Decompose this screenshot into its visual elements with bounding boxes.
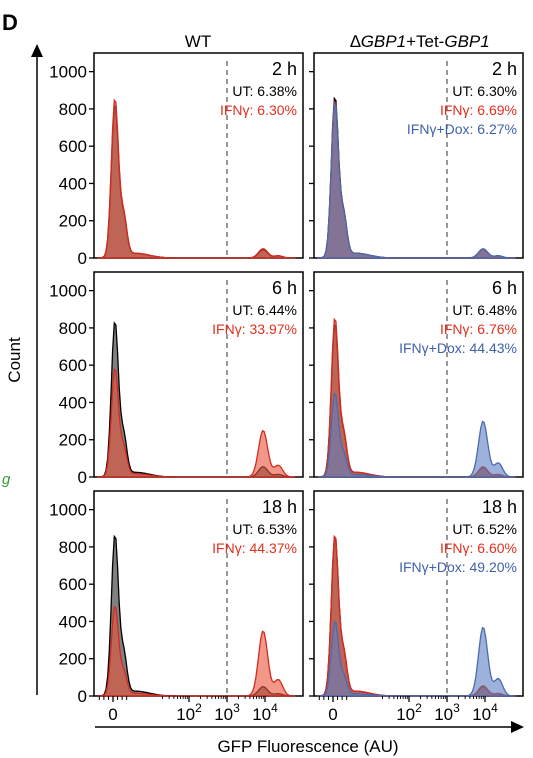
- histogram-panels: 2 h UT: 6.38% IFNγ: 6.30% 0 200 400 600 800 1000…: [49, 52, 524, 724]
- y-tick-label: 800: [59, 538, 87, 557]
- y-axis-label: Count: [5, 337, 24, 383]
- time-label: 6 h: [492, 278, 517, 298]
- column-title-wt: WT: [185, 32, 211, 51]
- panel-2h-col0: 2 h UT: 6.38% IFNγ: 6.30% 0 200 400 600 800 1000: [49, 52, 304, 268]
- x-tick-label: 103: [434, 701, 460, 724]
- histogram-ifn: [97, 605, 296, 697]
- y-tick-label: 400: [59, 612, 87, 631]
- column-title-part: +Tet-: [406, 32, 444, 51]
- y-tick-label: 800: [59, 100, 87, 119]
- y-tick-label: 600: [59, 356, 87, 375]
- y-tick-label: 200: [59, 650, 87, 669]
- percent-label-ifn: IFNγ: 6.76%: [440, 321, 517, 337]
- panel-letter: D: [2, 10, 18, 35]
- column-title-part: GBP1: [444, 32, 489, 51]
- x-tick-label: 0: [328, 705, 337, 724]
- histogram-dox: [317, 620, 516, 697]
- y-tick-label: 0: [78, 249, 87, 268]
- column-title-part: ∆: [350, 32, 361, 51]
- x-tick-label: 104: [252, 701, 278, 724]
- y-tick-label: 0: [78, 687, 87, 706]
- percent-label-ifn: IFNγ: 6.30%: [220, 102, 297, 118]
- percent-label-ut: UT: 6.30%: [452, 83, 517, 99]
- percent-label-ut: UT: 6.48%: [452, 302, 517, 318]
- panel-18h-col1: 18 h UT: 6.52% IFNγ: 6.60% IFNγ+Dox: 49.20%…: [309, 490, 524, 724]
- percent-label-dox: IFNγ+Dox: 44.43%: [399, 340, 517, 356]
- percent-label-ifn: IFNγ: 6.69%: [440, 102, 517, 118]
- count-axis-arrowhead: [31, 44, 43, 57]
- histogram-dox: [317, 102, 516, 259]
- x-axis-arrowhead: [511, 721, 524, 733]
- y-tick-label: 1000: [49, 501, 87, 520]
- panel-2h-col1: 2 h UT: 6.30% IFNγ: 6.69% IFNγ+Dox: 6.27%: [309, 52, 524, 259]
- column-title-part: GBP1: [361, 32, 406, 51]
- histogram-dox: [317, 392, 516, 478]
- percent-label-ifn: IFNγ: 44.37%: [212, 540, 297, 556]
- histogram-ifn: [97, 98, 296, 259]
- percent-label-ut: UT: 6.52%: [452, 521, 517, 537]
- x-tick-label: 104: [472, 701, 498, 724]
- y-tick-label: 1000: [49, 282, 87, 301]
- x-tick-label: 102: [396, 701, 422, 724]
- y-tick-label: 600: [59, 137, 87, 156]
- x-tick-label: 103: [214, 701, 240, 724]
- y-tick-label: 400: [59, 393, 87, 412]
- histogram-ifn: [97, 368, 296, 478]
- percent-label-ifn: IFNγ: 33.97%: [212, 321, 297, 337]
- x-axis-label: GFP Fluorescence (AU): [217, 737, 398, 756]
- y-tick-label: 200: [59, 212, 87, 231]
- percent-label-ut: UT: 6.38%: [232, 83, 297, 99]
- y-tick-label: 400: [59, 174, 87, 193]
- panel-18h-col0: 18 h UT: 6.53% IFNγ: 44.37% 0 200 400 600 800 10…: [49, 490, 304, 724]
- panel-6h-col1: 6 h UT: 6.48% IFNγ: 6.76% IFNγ+Dox: 44.43%: [309, 271, 524, 478]
- percent-label-dox: IFNγ+Dox: 49.20%: [399, 559, 517, 575]
- panel-6h-col0: 6 h UT: 6.44% IFNγ: 33.97% 0 200 400 600 800 100…: [49, 271, 304, 487]
- column-title-gbp1: ∆GBP1+Tet-GBP1: [350, 32, 489, 51]
- y-tick-label: 1000: [49, 63, 87, 82]
- stray-label: g: [2, 471, 11, 488]
- y-tick-label: 200: [59, 431, 87, 450]
- x-tick-label: 0: [108, 705, 117, 724]
- y-tick-label: 800: [59, 319, 87, 338]
- percent-label-ifn: IFNγ: 6.60%: [440, 540, 517, 556]
- time-label: 18 h: [482, 497, 517, 517]
- time-label: 2 h: [272, 59, 297, 79]
- percent-label-dox: IFNγ+Dox: 6.27%: [407, 121, 517, 137]
- y-tick-label: 0: [78, 468, 87, 487]
- column-title-part: WT: [185, 32, 211, 51]
- percent-label-ut: UT: 6.44%: [232, 302, 297, 318]
- time-label: 18 h: [262, 497, 297, 517]
- time-label: 2 h: [492, 59, 517, 79]
- x-tick-label: 102: [176, 701, 202, 724]
- percent-label-ut: UT: 6.53%: [232, 521, 297, 537]
- y-tick-label: 600: [59, 575, 87, 594]
- time-label: 6 h: [272, 278, 297, 298]
